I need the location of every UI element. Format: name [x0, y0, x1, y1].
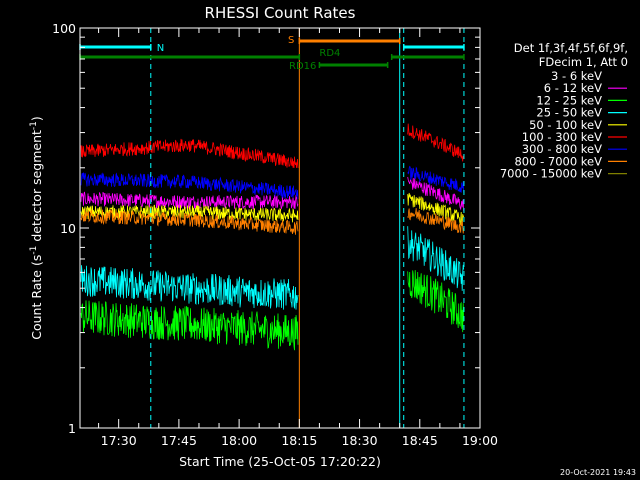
- legend-entry-label: 12 - 25 keV: [536, 93, 602, 107]
- series-line-12to25kev-before-gap: [80, 300, 299, 351]
- interval-label-s: S: [288, 35, 294, 46]
- x-tick-label: 17:30: [101, 433, 137, 448]
- series-line-300to800kev-before-gap: [80, 172, 299, 200]
- legend-entry-label: 25 - 50 keV: [536, 106, 602, 120]
- legend-entry-label: 300 - 800 keV: [522, 142, 602, 156]
- series-line-800to7000kev-before-gap: [80, 208, 299, 235]
- interval-label-rd4: RD4: [319, 48, 340, 59]
- interval-label-rd16: RD16: [289, 61, 316, 72]
- plot-frame: [79, 27, 481, 429]
- y-tick-label: 10: [60, 221, 76, 236]
- legend-header-line-2: FDecim 1, Att 0: [539, 55, 628, 69]
- legend-entry-label: 100 - 300 keV: [522, 130, 602, 144]
- y-axis-label-main: Count Rate (s: [29, 255, 44, 340]
- axis-layer: 17:30 17:45 18:00 18:15 18:30 18:45 19:00 1 10 10…: [52, 21, 498, 448]
- series-line-50to100kev-before-gap: [80, 204, 299, 223]
- series-line-3to6kev-after-gap: [407, 162, 465, 287]
- x-tick-label: 18:15: [281, 433, 317, 448]
- legend-entry-label: 800 - 7000 keV: [514, 154, 602, 168]
- y-axis-label: Count Rate (s-1 detector segment-1): [29, 116, 44, 340]
- series-line-6to12kev-before-gap: [80, 191, 299, 210]
- series-line-25to50kev-after-gap: [407, 226, 465, 291]
- footer-timestamp: 20-Oct-2021 19:43: [560, 468, 636, 477]
- legend: Det 1f,3f,4f,5f,6f,9f, FDecim 1, Att 0 3…: [500, 41, 628, 181]
- series-line-100to300kev-after-gap: [407, 123, 464, 162]
- series-line-800to7000kev-after-gap: [407, 208, 465, 234]
- legend-entry-label: 50 - 100 keV: [529, 118, 602, 132]
- legend-header-line-1: Det 1f,3f,4f,5f,6f,9f,: [514, 41, 628, 55]
- legend-entry-label: 6 - 12 keV: [544, 81, 602, 95]
- x-tick-label: 18:00: [221, 433, 257, 448]
- y-axis-label-mid: detector segment: [29, 130, 44, 246]
- legend-entry-label: 7000 - 15000 keV: [500, 167, 602, 181]
- y-tick-label: 100: [52, 21, 76, 36]
- x-axis-label: Start Time (25-Oct-05 17:20:22): [179, 454, 381, 469]
- series-line-50to100kev-after-gap: [407, 192, 465, 226]
- y-axis-label-end: ): [29, 116, 44, 121]
- legend-entry-label: 3 - 6 keV: [551, 69, 602, 83]
- x-tick-label: 18:45: [402, 433, 438, 448]
- x-tick-label: 17:45: [161, 433, 197, 448]
- series-line-25to50kev-before-gap: [80, 265, 299, 310]
- interval-label-n: N: [157, 43, 164, 54]
- series-line-300to800kev-after-gap: [407, 165, 465, 193]
- x-tick-label: 19:00: [462, 433, 498, 448]
- x-tick-label: 18:30: [342, 433, 378, 448]
- y-axis-label-sup2: -1: [29, 121, 39, 130]
- chart-title: RHESSI Count Rates: [205, 4, 356, 22]
- series-line-12to25kev-after-gap: [407, 270, 465, 333]
- y-tick-label: 1: [68, 421, 76, 436]
- data-layer: [80, 123, 465, 370]
- y-axis-label-sup1: -1: [29, 246, 39, 255]
- series-line-100to300kev-before-gap: [80, 138, 299, 169]
- series-line-6to12kev-after-gap: [407, 176, 465, 212]
